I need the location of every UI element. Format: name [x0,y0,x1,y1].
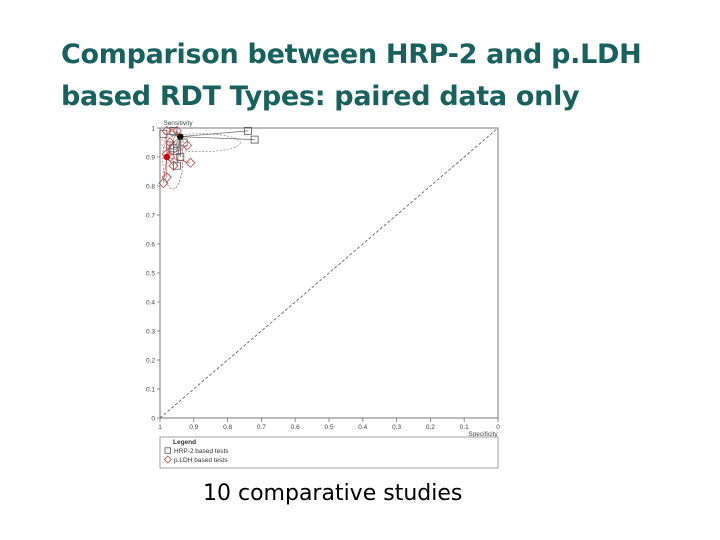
x-tick-label: 0.3 [392,424,401,431]
pldh-study-marker [161,172,172,183]
y-tick-label: 1 [151,126,155,133]
study-connector [166,130,178,158]
legend-entry: p.LDH based tests [174,457,228,464]
x-tick-label: 0.6 [291,424,300,431]
hrp2-study-marker [172,147,181,156]
y-tick-label: 0.8 [146,184,155,191]
y-tick-label: 0.9 [146,155,155,162]
x-axis-label: Specificity [468,431,498,438]
x-tick-label: 1 [158,424,162,431]
legend-square-icon [164,447,171,454]
x-tick-label: 0.4 [358,424,367,431]
pldh-study-marker [185,157,196,168]
hrp2-study-marker [250,135,259,144]
chart-legend: Legend HRP-2 based tests p.LDH based tests [159,436,499,469]
summary-point [163,153,170,161]
pldh-study-marker [171,125,182,136]
legend-box [159,436,499,469]
y-tick-label: 0.2 [146,358,155,365]
x-tick-label: 0.1 [460,424,469,431]
x-tick-label: 0.9 [189,424,198,431]
pldh-study-marker [161,125,172,136]
pldh-study-marker [168,160,179,171]
y-tick-label: 0 [151,416,155,423]
legend-diamond-icon [163,455,172,464]
pldh-study-marker [181,140,193,151]
chance-diagonal [159,127,499,419]
pldh-study-marker [165,137,176,148]
legend-title: Legend [173,439,196,446]
y-tick-label: 0.7 [146,213,155,220]
x-tick-label: 0.2 [426,424,435,431]
x-tick-label: 0.7 [257,424,266,431]
series-pldh [158,125,196,190]
study-connector [180,130,248,138]
confidence-region [159,133,241,153]
y-tick-label: 0.4 [146,300,155,307]
confidence-region [162,128,184,190]
y-tick-label: 0.3 [146,329,155,336]
y-tick-label: 0.5 [146,271,155,278]
x-tick-label: 0.5 [324,424,333,431]
legend-entry: HRP-2 based tests [174,448,229,455]
caption: 10 comparative studies [203,481,463,506]
study-connector [180,136,255,140]
slide-title-line-2: based RDT Types: paired data only [61,81,580,112]
x-tick-label: 0 [496,424,500,431]
hrp2-study-marker [169,127,178,135]
slide-title: Comparison between HRP-2 and p.LDH based… [61,34,701,118]
y-tick-label: 0.1 [146,387,155,394]
x-tick-label: 0.8 [223,424,232,431]
y-tick-label: 0.6 [146,242,155,249]
slide-title-line-1: Comparison between HRP-2 and p.LDH [61,39,642,70]
hrp2-study-marker [243,127,252,135]
plot-area: 1 0.9 0.8 0.7 0.6 0.5 0.4 0.3 0.2 0.1 0 0 0.1 0.2 0.3 0… [146,120,500,438]
y-axis-label: Sensitivity [163,120,193,127]
